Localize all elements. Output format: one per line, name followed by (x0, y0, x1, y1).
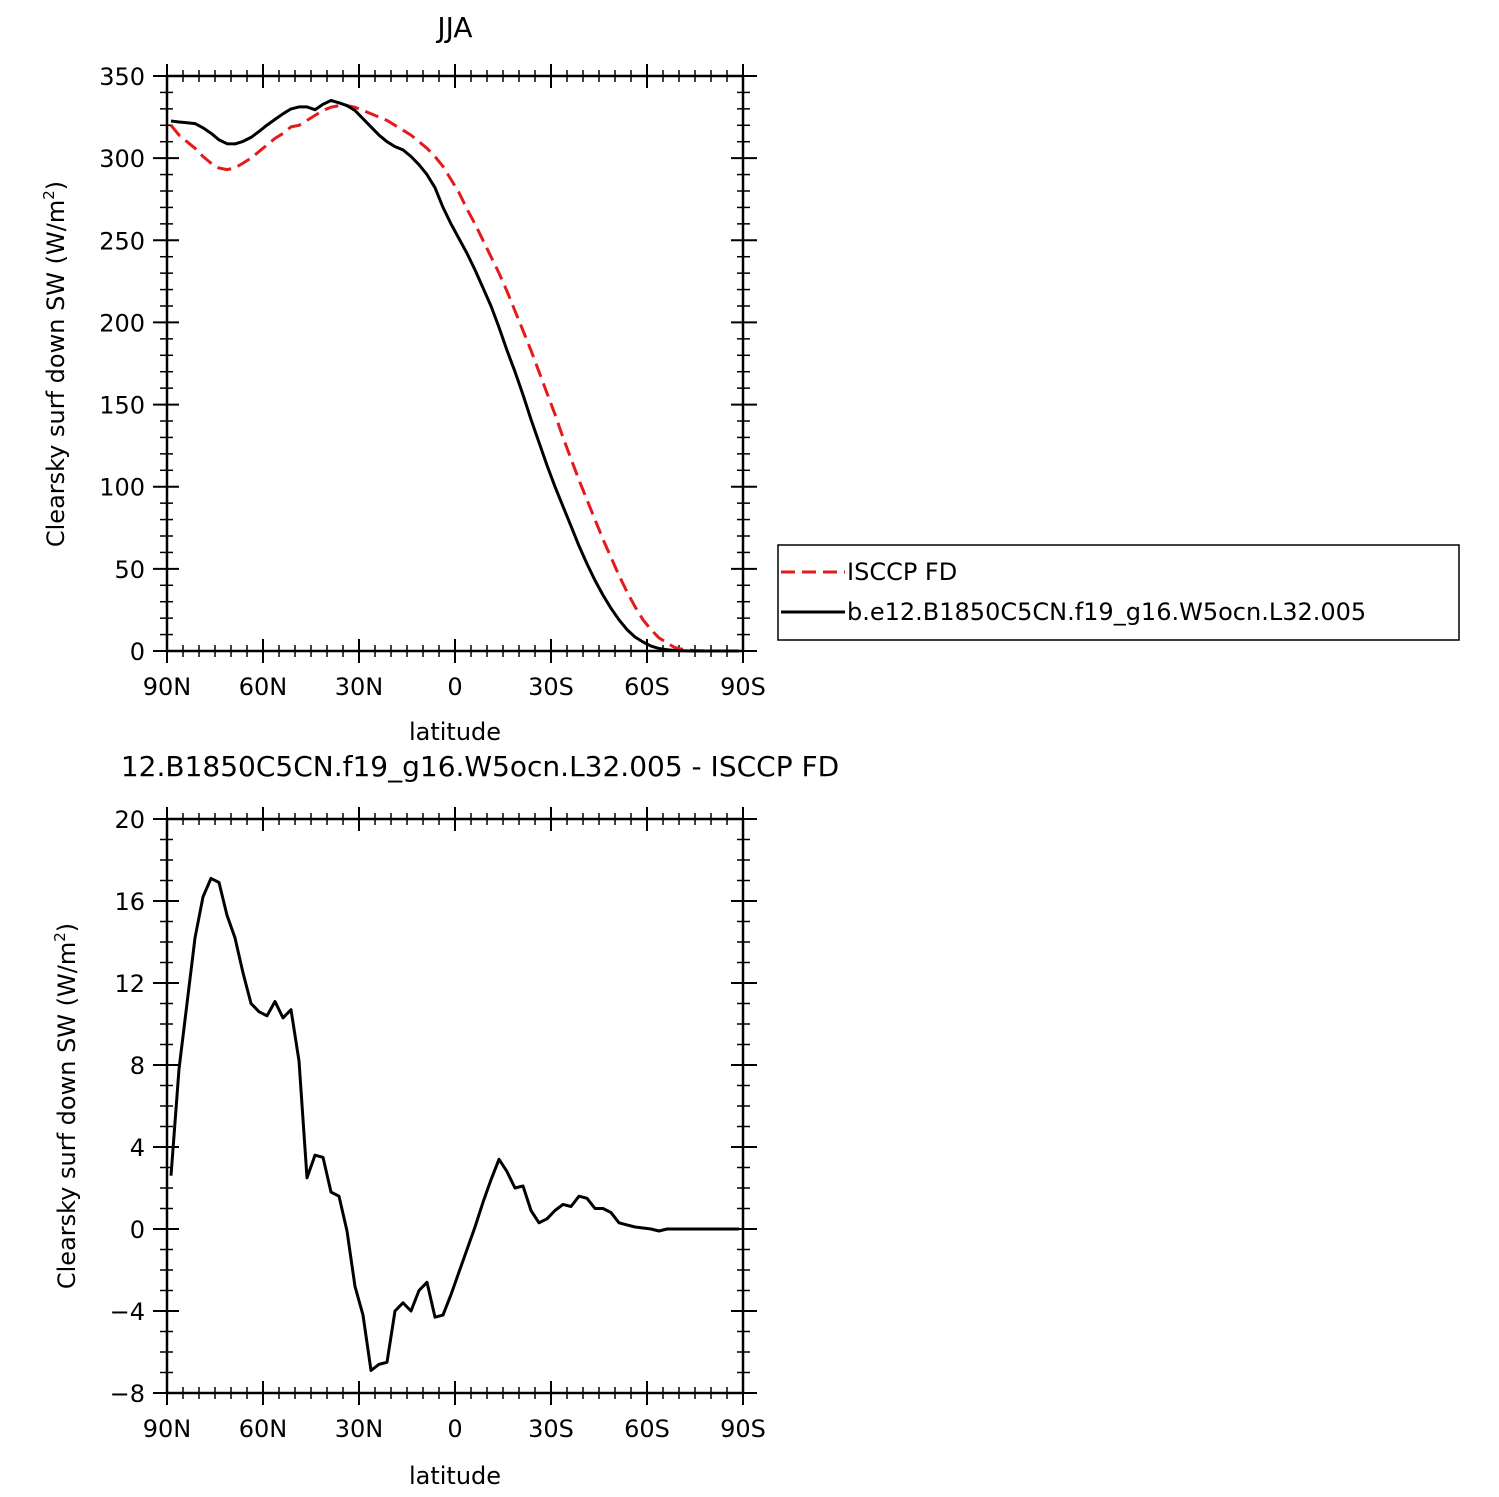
bottom-xtick-label: 30N (335, 1415, 384, 1443)
bottom-xtick-label: 90S (720, 1415, 766, 1443)
bottom-xtick-label: 60N (239, 1415, 288, 1443)
bottom-ytick-label: 0 (130, 1216, 145, 1244)
legend-box (777, 544, 1460, 641)
top-plot-frame (165, 74, 745, 653)
top-ytick-label: 300 (99, 145, 145, 173)
bottom-ylabel: Clearsky surf down SW (W/m2) (51, 923, 81, 1289)
top-xtick-label: 30N (335, 673, 384, 701)
top-series-line-0 (169, 104, 739, 653)
top-xlabel: latitude (409, 718, 501, 746)
bottom-series-lines (169, 876, 739, 1372)
legend: ISCCP FD b.e12.B1850C5CN.f19_g16.W5ocn.L… (777, 544, 1460, 641)
bottom-tick-labels: 90N 60N 30N 0 30S 60S 90S −8 −4 0 4 8 12 16 20 (110, 806, 766, 1443)
bottom-ytick-label: 4 (130, 1134, 145, 1162)
top-series-lines (169, 99, 739, 653)
top-xtick-label: 90S (720, 673, 766, 701)
top-ylabel: Clearsky surf down SW (W/m2) (40, 181, 70, 547)
bottom-xtick-label: 90N (143, 1415, 192, 1443)
top-xtick-label: 90N (143, 673, 192, 701)
legend-label-isccp: ISCCP FD (847, 558, 957, 586)
top-line-chart: JJA Clearsky surf down SW (W/m2) latitud… (40, 11, 766, 746)
top-xtick-label: 60S (624, 673, 670, 701)
top-xtick-label: 60N (239, 673, 288, 701)
bottom-chart-title: 12.B1850C5CN.f19_g16.W5ocn.L32.005 - ISC… (121, 750, 839, 783)
bottom-plot-frame (165, 817, 745, 1395)
top-ytick-label: 100 (99, 474, 145, 502)
top-ytick-label: 0 (130, 638, 145, 666)
bottom-ytick-label: 8 (130, 1052, 145, 1080)
top-chart-title: JJA (435, 11, 472, 44)
bottom-series-line-0 (169, 876, 739, 1372)
legend-label-model: b.e12.B1850C5CN.f19_g16.W5ocn.L32.005 (847, 598, 1366, 626)
bottom-xlabel: latitude (409, 1462, 501, 1490)
top-xtick-label: 0 (447, 673, 462, 701)
bottom-xtick-label: 30S (528, 1415, 574, 1443)
bottom-ytick-label: 20 (114, 806, 145, 834)
bottom-ytick-label: 16 (114, 888, 145, 916)
bottom-xtick-label: 60S (624, 1415, 670, 1443)
bottom-ytick-label: −8 (110, 1380, 145, 1408)
top-ytick-label: 350 (99, 63, 145, 91)
bottom-line-chart: 12.B1850C5CN.f19_g16.W5ocn.L32.005 - ISC… (51, 750, 839, 1490)
bottom-ytick-label: −4 (110, 1298, 145, 1326)
top-ytick-label: 50 (114, 556, 145, 584)
top-ytick-label: 250 (99, 227, 145, 255)
top-ytick-label: 150 (99, 392, 145, 420)
top-ytick-label: 200 (99, 309, 145, 337)
top-tick-labels: 90N 60N 30N 0 30S 60S 90S 0 50 100 150 200 250 300 350 (99, 63, 766, 701)
bottom-ytick-label: 12 (114, 970, 145, 998)
top-xtick-label: 30S (528, 673, 574, 701)
bottom-xtick-label: 0 (447, 1415, 462, 1443)
top-series-line-1 (170, 99, 739, 653)
